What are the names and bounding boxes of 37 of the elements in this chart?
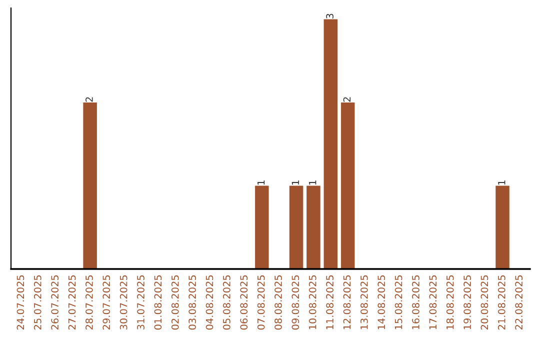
x-tick-label: 18.08.2025 <box>446 275 454 330</box>
x-tick-label: 04.08.2025 <box>206 275 214 330</box>
x-tick-label: 06.08.2025 <box>240 275 248 330</box>
data-label: 1 <box>498 180 506 185</box>
x-tick-label: 26.07.2025 <box>51 275 59 330</box>
x-tick-label: 16.08.2025 <box>412 275 420 330</box>
x-tick-label: 19.08.2025 <box>464 275 471 330</box>
x-tick-label: 03.08.2025 <box>188 275 196 330</box>
x-tick-label: 29.07.2025 <box>102 275 110 330</box>
x-tick-label: 07.08.2025 <box>257 275 265 330</box>
x-tick-label: 28.07.2025 <box>86 275 93 330</box>
x-tick-label: 01.08.2025 <box>154 275 162 330</box>
data-label: 2 <box>343 97 351 102</box>
x-tick-label: 22.08.2025 <box>515 275 523 330</box>
x-tick-label: 11.08.2025 <box>326 275 334 330</box>
x-tick-label: 13.08.2025 <box>360 275 368 330</box>
x-tick-label: 25.07.2025 <box>34 275 42 330</box>
data-label: 1 <box>258 180 265 185</box>
x-tick-label: 05.08.2025 <box>223 275 230 330</box>
data-label: 2 <box>86 97 93 102</box>
x-tick-label: 12.08.2025 <box>343 275 351 330</box>
data-label: 1 <box>292 180 299 185</box>
x-tick-label: 31.07.2025 <box>137 275 144 330</box>
x-tick-label: 15.08.2025 <box>394 275 402 330</box>
x-tick-label: 10.08.2025 <box>308 275 316 330</box>
x-tick-label: 02.08.2025 <box>171 275 179 330</box>
x-tick-label: 14.08.2025 <box>378 275 386 330</box>
x-tick-label: 21.08.2025 <box>498 275 506 330</box>
x-tick-label: 17.08.2025 <box>429 275 437 330</box>
x-tick-label: 09.08.2025 <box>292 275 300 330</box>
data-label: 3 <box>326 14 334 18</box>
x-tick-label: 30.07.2025 <box>120 275 128 330</box>
x-tick-label: 24.07.2025 <box>16 275 24 330</box>
x-tick-label: 20.08.2025 <box>480 275 488 330</box>
x-tick-label: 27.07.2025 <box>68 275 76 330</box>
data-label: 1 <box>309 180 316 185</box>
x-tick-label: 08.08.2025 <box>274 275 282 330</box>
